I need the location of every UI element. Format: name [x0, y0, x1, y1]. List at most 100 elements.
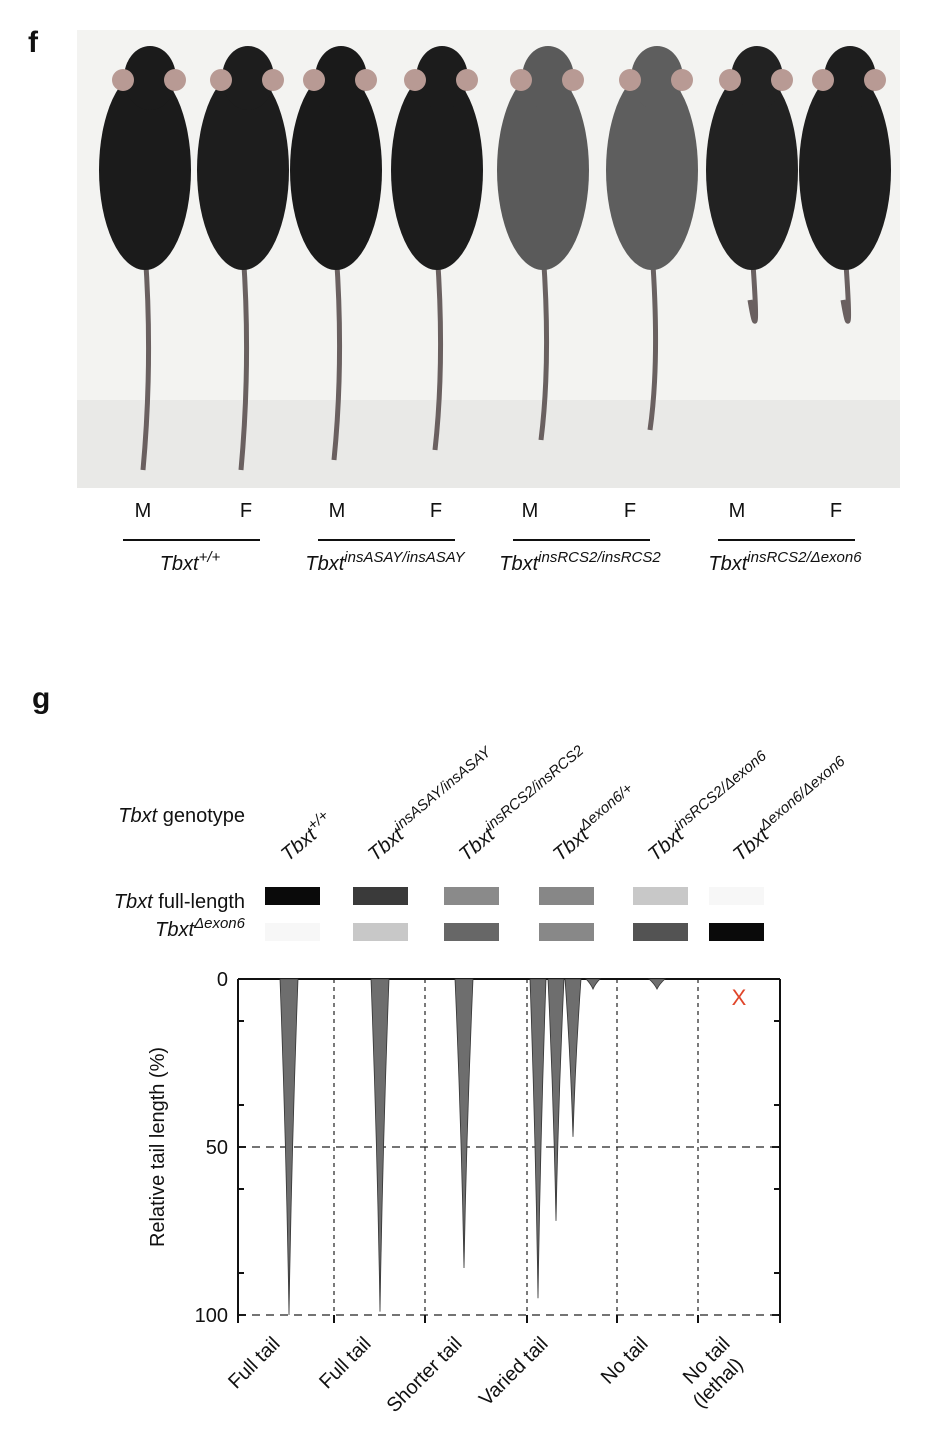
mouse-ear: [812, 69, 834, 91]
mouse-ear: [262, 69, 284, 91]
x-tick-label: Varied tail: [475, 1333, 552, 1410]
full-length-level: [709, 887, 764, 905]
sex-label: M: [135, 500, 152, 522]
mouse-body: [799, 70, 891, 270]
row-label: TbxtΔexon6: [155, 915, 245, 941]
mouse-ear: [355, 69, 377, 91]
mouse-ear: [771, 69, 793, 91]
sex-label: F: [624, 500, 636, 522]
allele: Δexon6/Δexon6: [756, 752, 849, 834]
allele: insRCS2/insRCS2: [538, 549, 661, 566]
mouse-body: [706, 70, 798, 270]
genotype-label: TbxtΔexon6/+: [547, 780, 643, 866]
mouse-ear: [619, 69, 641, 91]
panel-label: g: [32, 682, 50, 715]
x-tick-label: No tail(lethal): [672, 1333, 752, 1413]
suffix: full-length: [153, 891, 245, 913]
allele: insASAY/insASAY: [344, 549, 465, 566]
delta-level: [353, 923, 408, 941]
y-tick-label: 0: [217, 969, 228, 991]
mouse-body: [606, 70, 698, 270]
mouse-tail: [140, 249, 152, 471]
mouse-ear: [671, 69, 693, 91]
allele: insASAY/insASAY: [391, 743, 495, 834]
x-tick-label: No tail: [597, 1333, 653, 1389]
y-tick-label: 50: [206, 1137, 228, 1159]
mouse-ear: [303, 69, 325, 91]
genotype-label: Tbxt+/+: [160, 549, 221, 575]
photo-paper: [77, 400, 900, 488]
x-tick-label: Shorter tail: [383, 1333, 467, 1417]
gene: Tbxt: [114, 891, 154, 913]
full-length-level: [633, 887, 688, 905]
gene: Tbxt: [305, 553, 345, 575]
sex-label: F: [830, 500, 842, 522]
mouse-ear: [510, 69, 532, 91]
x-tick-line: Full tail: [315, 1333, 375, 1393]
allele: Δexon6/+: [576, 780, 637, 835]
mouse-body: [99, 70, 191, 270]
mouse-tail: [432, 249, 444, 451]
sex-label: F: [430, 500, 442, 522]
mouse-ear: [112, 69, 134, 91]
genotype-label: Tbxt+/+: [275, 807, 338, 866]
tail-wedge: [529, 978, 547, 1299]
tail-wedge: [585, 978, 601, 991]
x-tick-label: Full tail: [315, 1333, 375, 1393]
mouse-body: [197, 70, 289, 270]
tail-wedge: [647, 978, 667, 991]
tail-wedge: [564, 978, 582, 1137]
full-length-level: [265, 887, 320, 905]
mouse-head: [315, 46, 367, 110]
mouse-photo: [77, 30, 900, 488]
mouse-tail: [840, 249, 852, 324]
sex-label: M: [329, 500, 346, 522]
gene: Tbxt: [155, 919, 195, 941]
genotype-label: TbxtinsRCS2/Δexon6: [708, 549, 862, 575]
mouse-ear: [719, 69, 741, 91]
mouse-ear: [164, 69, 186, 91]
delta-level: [709, 923, 764, 941]
x-tick-line: Full tail: [224, 1333, 284, 1393]
mouse-head: [222, 46, 274, 110]
full-length-level: [353, 887, 408, 905]
mouse-ear: [404, 69, 426, 91]
gene: Tbxt: [160, 553, 200, 575]
mouse-ear: [864, 69, 886, 91]
tail-wedge: [279, 978, 299, 1316]
allele: insRCS2/insRCS2: [482, 742, 587, 834]
x-tick-line: Varied tail: [475, 1333, 552, 1410]
mouse-head: [731, 46, 783, 110]
genotype-label: TbxtinsRCS2/insRCS2: [499, 549, 661, 575]
x-tick-line: Shorter tail: [383, 1333, 467, 1417]
tail-wedge: [454, 978, 474, 1268]
mouse-ear: [456, 69, 478, 91]
row-label: Tbxt full-length: [114, 891, 245, 913]
y-tick-label: 100: [195, 1305, 228, 1327]
allele: insRCS2/Δexon6: [747, 549, 862, 566]
x-tick-label: Full tail: [224, 1333, 284, 1393]
y-axis-label: Relative tail length (%): [147, 1047, 169, 1247]
mouse-tail: [747, 249, 759, 324]
gene: Tbxt: [499, 553, 539, 575]
mouse-head: [124, 46, 176, 110]
mouse-ear: [562, 69, 584, 91]
sex-label: M: [522, 500, 539, 522]
allele: +/+: [199, 549, 221, 566]
sex-label: F: [240, 500, 252, 522]
tail-wedge: [547, 978, 565, 1221]
panel-label: f: [28, 26, 39, 59]
mouse-head: [631, 46, 683, 110]
mouse-tail: [331, 249, 343, 461]
delta-level: [633, 923, 688, 941]
mouse-head: [824, 46, 876, 110]
gene: Tbxt: [118, 805, 158, 827]
mouse-head: [416, 46, 468, 110]
mouse-tail: [238, 249, 250, 471]
delta-level: [539, 923, 594, 941]
allele: Δexon6: [193, 915, 246, 932]
row-label: Tbxt genotype: [118, 805, 245, 827]
mouse-body: [290, 70, 382, 270]
lethal-mark: X: [732, 985, 747, 1010]
gene: Tbxt: [708, 553, 748, 575]
